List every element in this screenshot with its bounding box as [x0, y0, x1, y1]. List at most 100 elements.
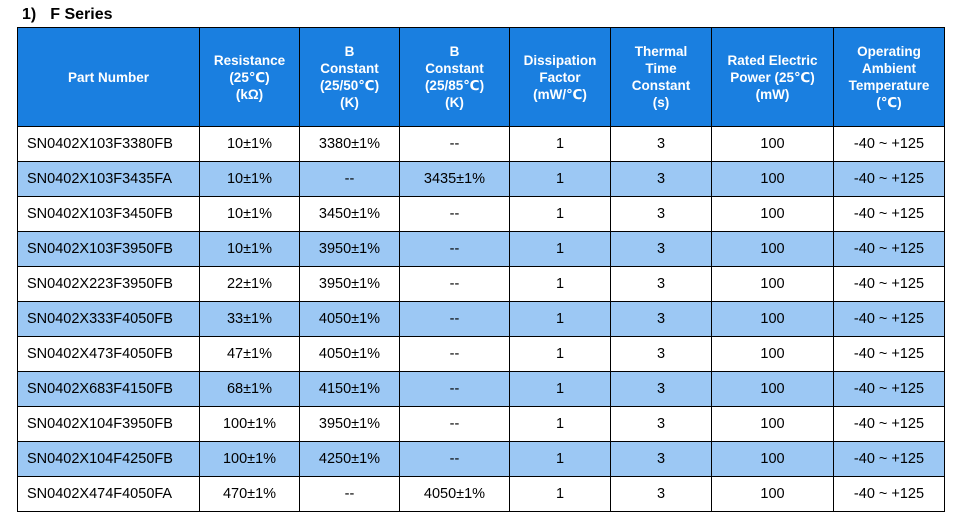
b-constant-25-85-cell: -- [399, 406, 510, 442]
b-constant-25-85-cell: 4050±1% [399, 476, 510, 512]
part-number-cell: SN0402X474F4050FA [17, 476, 200, 512]
b-constant-25-85-header: B Constant (25/85℃) (K) [399, 27, 510, 127]
table-row: SN0402X103F3435FA 10±1% -- 3435±1% 1 3 100 -40 … [17, 161, 945, 197]
table-row: SN0402X104F4250FB 100±1% 4250±1% -- 1 3 100 -40… [17, 441, 945, 477]
table-row: SN0402X103F3380FB 10±1% 3380±1% -- 1 3 100 -40 … [17, 126, 945, 162]
section-name: F Series [50, 6, 113, 23]
operating-temperature-cell: -40 ~ +125 [833, 336, 945, 372]
header-line: Time [645, 61, 677, 76]
b-constant-25-85-cell: -- [399, 371, 510, 407]
dissipation-factor-cell: 1 [509, 371, 611, 407]
thermal-time-constant-cell: 3 [610, 336, 712, 372]
b-constant-25-50-cell: 4050±1% [299, 336, 400, 372]
table-row: SN0402X223F3950FB 22±1% 3950±1% -- 1 3 100 -40 … [17, 266, 945, 302]
table-row: SN0402X333F4050FB 33±1% 4050±1% -- 1 3 100 -40 … [17, 301, 945, 337]
header-line: Thermal [634, 44, 688, 59]
dissipation-factor-cell: 1 [509, 336, 611, 372]
operating-temperature-cell: -40 ~ +125 [833, 126, 945, 162]
table-row: SN0402X103F3950FB 10±1% 3950±1% -- 1 3 100 -40 … [17, 231, 945, 267]
operating-temperature-cell: -40 ~ +125 [833, 161, 945, 197]
thermal-time-constant-cell: 3 [610, 231, 712, 267]
resistance-cell: 33±1% [199, 301, 300, 337]
dissipation-factor-cell: 1 [509, 231, 611, 267]
rated-power-cell: 100 [711, 196, 834, 232]
header-line: B [449, 44, 460, 59]
thermal-time-constant-cell: 3 [610, 476, 712, 512]
resistance-cell: 10±1% [199, 126, 300, 162]
header-line: (25/50℃) [319, 78, 380, 93]
header-line: (mW) [755, 86, 790, 102]
rated-power-cell: 100 [711, 266, 834, 302]
section-number: 1) [22, 6, 37, 23]
b-constant-25-85-cell: -- [399, 266, 510, 302]
resistance-cell: 68±1% [199, 371, 300, 407]
thermal-time-constant-cell: 3 [610, 161, 712, 197]
header-line: (K) [445, 95, 464, 110]
b-constant-25-85-cell: -- [399, 126, 510, 162]
rated-power-cell: 100 [711, 126, 834, 162]
b-constant-25-50-header: B Constant (25/50℃) (K) [299, 27, 400, 127]
b-constant-25-85-cell: -- [399, 301, 510, 337]
header-line: (kΩ) [235, 86, 264, 102]
part-number-cell: SN0402X103F3435FA [17, 161, 200, 197]
header-line: Dissipation [523, 52, 597, 68]
table-row: SN0402X683F4150FB 68±1% 4150±1% -- 1 3 100 -40 … [17, 371, 945, 407]
operating-temperature-cell: -40 ~ +125 [833, 196, 945, 232]
b-constant-25-50-cell: 4250±1% [299, 441, 400, 477]
header-line: (mW/℃) [533, 86, 587, 102]
dissipation-factor-cell: 1 [509, 476, 611, 512]
resistance-cell: 470±1% [199, 476, 300, 512]
rated-power-cell: 100 [711, 161, 834, 197]
dissipation-factor-cell: 1 [509, 266, 611, 302]
b-constant-25-85-cell: -- [399, 441, 510, 477]
resistance-cell: 10±1% [199, 196, 300, 232]
rated-power-header: Rated Electric Power (25℃) (mW) [711, 27, 834, 127]
thermal-time-constant-cell: 3 [610, 371, 712, 407]
rated-power-cell: 100 [711, 406, 834, 442]
b-constant-25-50-cell: 3950±1% [299, 266, 400, 302]
header-line: Rated Electric [727, 52, 818, 68]
b-constant-25-50-cell: 3950±1% [299, 231, 400, 267]
part-number-cell: SN0402X103F3450FB [17, 196, 200, 232]
rated-power-cell: 100 [711, 476, 834, 512]
resistance-cell: 100±1% [199, 441, 300, 477]
header-row: Part Number Resistance (25℃) (kΩ) B Constant (… [17, 27, 945, 127]
rated-power-cell: 100 [711, 231, 834, 267]
resistance-header: Resistance (25℃) (kΩ) [199, 27, 300, 127]
thermal-time-constant-cell: 3 [610, 301, 712, 337]
header-line: Factor [539, 69, 581, 85]
resistance-cell: 10±1% [199, 231, 300, 267]
resistance-cell: 100±1% [199, 406, 300, 442]
header-line: Operating [857, 44, 921, 59]
thermal-time-constant-cell: 3 [610, 266, 712, 302]
section-title: 1) F Series [22, 6, 113, 24]
part-number-cell: SN0402X103F3380FB [17, 126, 200, 162]
dissipation-factor-cell: 1 [509, 406, 611, 442]
b-constant-25-50-cell: 3450±1% [299, 196, 400, 232]
header-line: Ambient [862, 61, 916, 76]
thermal-time-constant-header: Thermal Time Constant (s) [610, 27, 712, 127]
dissipation-factor-cell: 1 [509, 441, 611, 477]
header-line: (s) [652, 95, 670, 110]
part-number-cell: SN0402X473F4050FB [17, 336, 200, 372]
part-number-cell: SN0402X104F4250FB [17, 441, 200, 477]
operating-temperature-cell: -40 ~ +125 [833, 266, 945, 302]
table-row: SN0402X104F3950FB 100±1% 3950±1% -- 1 3 100 -40… [17, 406, 945, 442]
dissipation-factor-header: Dissipation Factor (mW/℃) [509, 27, 611, 127]
operating-temperature-cell: -40 ~ +125 [833, 476, 945, 512]
table-row: SN0402X103F3450FB 10±1% 3450±1% -- 1 3 100 -40 … [17, 196, 945, 232]
header-line: (K) [340, 95, 359, 110]
thermal-time-constant-cell: 3 [610, 441, 712, 477]
resistance-cell: 22±1% [199, 266, 300, 302]
rated-power-cell: 100 [711, 371, 834, 407]
header-line: Temperature [848, 78, 930, 93]
header-line: Constant [631, 78, 691, 93]
operating-temperature-cell: -40 ~ +125 [833, 406, 945, 442]
dissipation-factor-cell: 1 [509, 161, 611, 197]
part-number-cell: SN0402X103F3950FB [17, 231, 200, 267]
rated-power-cell: 100 [711, 301, 834, 337]
operating-temperature-cell: -40 ~ +125 [833, 371, 945, 407]
header-line: (25/85℃) [424, 78, 485, 93]
dissipation-factor-cell: 1 [509, 196, 611, 232]
b-constant-25-50-cell: 4150±1% [299, 371, 400, 407]
